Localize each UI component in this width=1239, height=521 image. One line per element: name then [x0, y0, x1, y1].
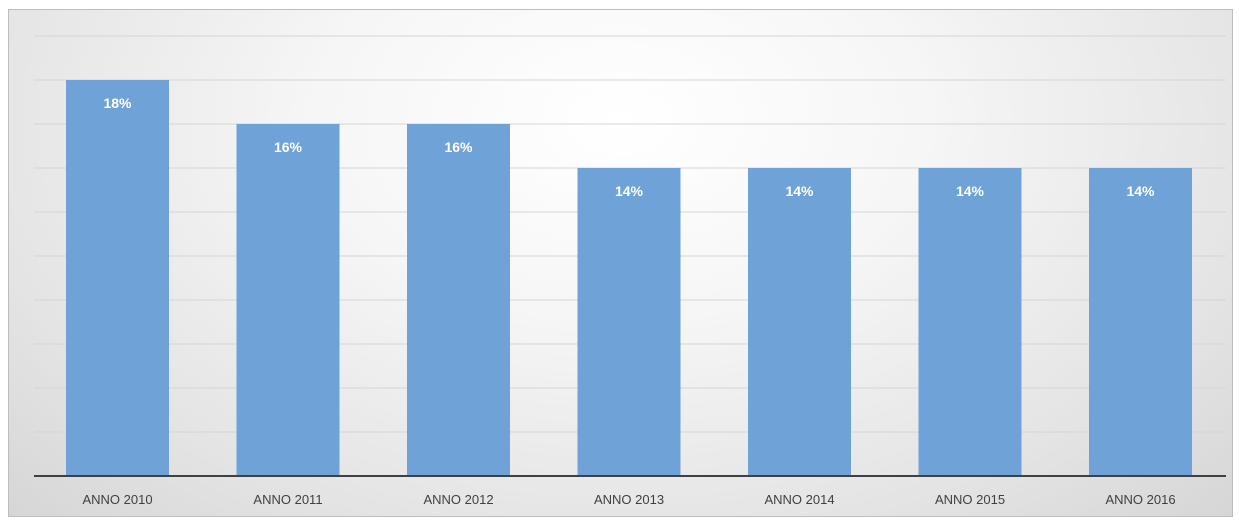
data-label: 16% — [444, 139, 473, 155]
bar — [577, 168, 681, 476]
bar — [236, 124, 340, 476]
data-label: 14% — [785, 183, 814, 199]
x-tick-label: ANNO 2012 — [423, 492, 493, 507]
bar — [918, 168, 1022, 476]
data-label: 14% — [1126, 183, 1155, 199]
data-label: 14% — [615, 183, 644, 199]
x-tick-label: ANNO 2013 — [594, 492, 664, 507]
data-label: 14% — [956, 183, 985, 199]
bar — [66, 80, 169, 476]
bar — [1089, 168, 1192, 476]
x-tick-label: ANNO 2010 — [82, 492, 152, 507]
x-tick-label: ANNO 2011 — [253, 492, 322, 507]
data-label: 18% — [103, 95, 132, 111]
bar — [748, 168, 851, 476]
bar — [407, 124, 510, 476]
x-axis-tick-labels: ANNO 2010 ANNO 2011 ANNO 2012 ANNO 2013 ANNO… — [82, 492, 1175, 507]
x-tick-label: ANNO 2016 — [1105, 492, 1175, 507]
x-tick-label: ANNO 2014 — [764, 492, 834, 507]
data-label: 16% — [274, 139, 303, 155]
bars: 18% 16% 16% 14% 14% 14% 14% — [66, 80, 1192, 476]
gridlines — [34, 35, 1226, 433]
x-tick-label: ANNO 2015 — [935, 492, 1005, 507]
